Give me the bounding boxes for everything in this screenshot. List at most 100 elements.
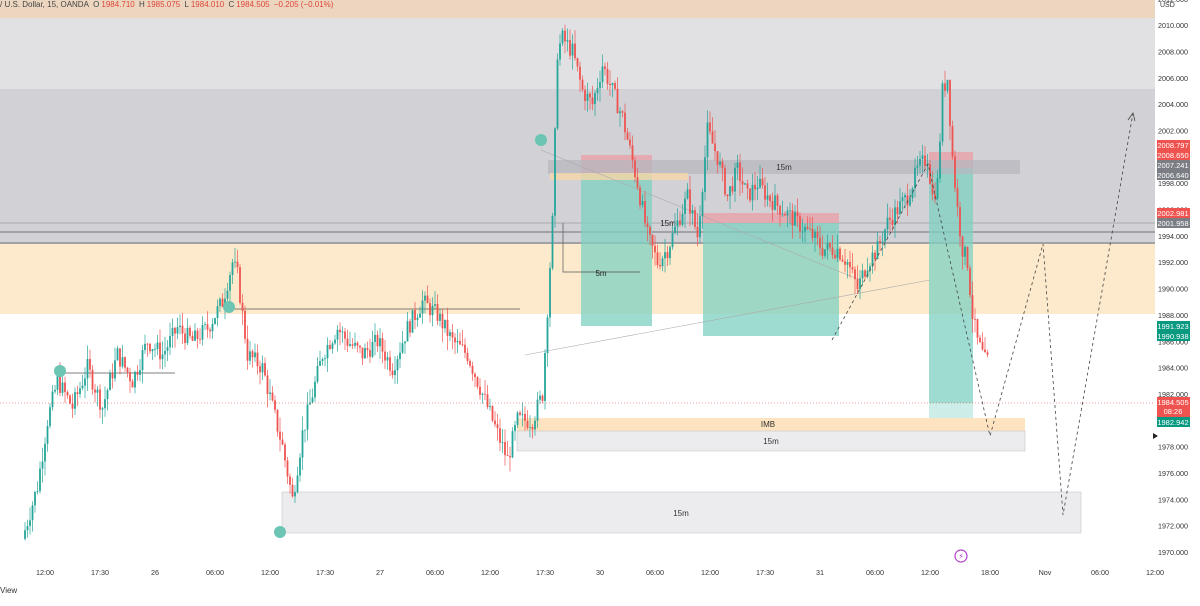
candle-up — [559, 43, 561, 60]
price-tick-label: 1978.000 — [1158, 443, 1188, 452]
candle-down — [754, 184, 756, 190]
price-tick-label: 2002.000 — [1158, 127, 1188, 136]
candle-down — [191, 335, 194, 341]
candle-down — [839, 248, 841, 260]
candle-down — [971, 295, 974, 320]
candle-up — [234, 261, 236, 263]
candle-down — [809, 228, 811, 230]
candle-down — [879, 241, 881, 243]
candle-up — [489, 406, 491, 408]
candle-up — [51, 391, 54, 408]
swing-marker[interactable] — [274, 526, 286, 538]
ohlc-legend: / U.S. Dollar, 15, OANDA O 1984.710 H 1985… — [0, 0, 335, 9]
candle-down — [276, 409, 279, 432]
candle-down — [724, 168, 726, 195]
price-tick-label: 2006.000 — [1158, 74, 1188, 83]
swing-marker[interactable] — [54, 365, 66, 377]
swing-marker[interactable] — [223, 301, 235, 313]
candle-up — [866, 270, 869, 277]
time-tick-label: 18:00 — [981, 568, 999, 577]
time-tick-label: 12:00 — [921, 568, 939, 577]
candle-up — [399, 352, 401, 360]
candle-down — [244, 310, 246, 339]
candle-up — [299, 457, 301, 476]
candle-down — [131, 381, 134, 388]
candle-up — [669, 247, 671, 259]
tag-1982942: 1982.942 — [1157, 418, 1188, 427]
candle-up — [909, 198, 911, 206]
candle-down — [291, 484, 294, 497]
candle-down — [241, 302, 244, 311]
candle-down — [499, 428, 501, 443]
candle-down — [451, 332, 454, 338]
candle-down — [891, 219, 894, 226]
candle-up — [26, 525, 29, 531]
time-axis-ticks: 12:00 17:30 26 06:00 12:00 17:30 27 06:00 12:00 1… — [36, 568, 1164, 577]
time-tick-label: 06:00 — [426, 568, 444, 577]
candle-down — [409, 321, 411, 333]
candle-down — [569, 40, 571, 56]
candle-down — [711, 131, 714, 144]
candle-up — [316, 365, 319, 382]
candle-down — [381, 338, 384, 352]
candle-down — [581, 79, 584, 90]
candle-up — [439, 313, 441, 321]
candle-up — [786, 210, 789, 216]
candle-down — [284, 444, 286, 461]
candle-down — [784, 214, 786, 216]
candle-down — [274, 400, 276, 410]
zone-label-imb: IMB — [761, 420, 775, 429]
candle-down — [71, 403, 74, 409]
candle-down — [256, 352, 259, 367]
time-tick-label: 17:30 — [536, 568, 554, 577]
time-tick-label: 12:00 — [481, 568, 499, 577]
candle-down — [626, 132, 629, 140]
candle-down — [639, 187, 641, 206]
candle-down — [694, 210, 696, 227]
candle-up — [549, 268, 551, 318]
close-value: 1984.505 — [236, 0, 270, 9]
candle-down — [494, 420, 496, 425]
candle-down — [239, 267, 241, 303]
lightning-icon[interactable] — [954, 549, 968, 563]
candle-up — [684, 198, 686, 215]
candle-up — [86, 358, 89, 379]
candle-up — [134, 371, 136, 388]
symbol-label[interactable]: / U.S. Dollar, 15, OANDA — [0, 0, 89, 9]
time-axis[interactable] — [0, 565, 1155, 579]
candle-up — [49, 407, 51, 427]
candle-up — [601, 66, 604, 82]
candle-down — [531, 427, 534, 430]
candle-down — [174, 327, 176, 334]
candle-up — [406, 321, 409, 342]
candle-up — [751, 184, 754, 201]
candle-down — [369, 350, 371, 357]
tag-1990938: 1990.938 — [1157, 332, 1188, 341]
candle-up — [701, 192, 704, 217]
candle-down — [469, 360, 471, 366]
price-axis[interactable] — [1155, 0, 1200, 565]
price-tick-label: 1986.000 — [1158, 337, 1188, 346]
zone-15m-upper — [548, 160, 1020, 174]
candle-down — [629, 139, 631, 146]
candle-up — [566, 40, 569, 42]
candle-down — [356, 342, 359, 346]
candle-down — [474, 373, 476, 378]
view-label[interactable]: View — [0, 586, 18, 595]
price-tick-label: 2010.000 — [1158, 21, 1188, 30]
candle-down — [384, 351, 386, 361]
candle-up — [144, 343, 146, 351]
candle-down — [819, 237, 821, 249]
candle-up — [211, 323, 214, 332]
candle-up — [744, 183, 746, 185]
candle-down — [896, 207, 899, 215]
candle-down — [181, 325, 184, 334]
candle-up — [141, 350, 144, 371]
candle-up — [114, 360, 116, 379]
swing-marker[interactable] — [535, 134, 547, 146]
candle-up — [336, 329, 339, 340]
candle-down — [856, 279, 859, 290]
candle-up — [766, 195, 769, 200]
